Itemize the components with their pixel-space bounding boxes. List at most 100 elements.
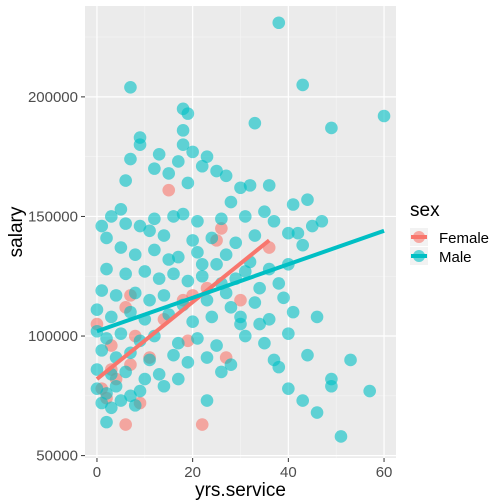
point-male bbox=[200, 150, 214, 163]
point-male bbox=[143, 353, 156, 367]
trend-line-male bbox=[96, 228, 385, 334]
point-male bbox=[344, 353, 357, 367]
point-male bbox=[90, 303, 104, 317]
point-male bbox=[310, 406, 324, 419]
point-male bbox=[128, 286, 142, 300]
point-male bbox=[148, 243, 161, 257]
legend-item-female: Female bbox=[410, 228, 489, 247]
point-male bbox=[152, 272, 166, 285]
point-male bbox=[272, 16, 286, 30]
point-male bbox=[114, 327, 128, 340]
point-male bbox=[234, 310, 247, 324]
point-male bbox=[291, 226, 305, 240]
point-male bbox=[176, 124, 190, 137]
point-male bbox=[334, 430, 348, 443]
point-male bbox=[195, 269, 209, 283]
point-male bbox=[325, 379, 338, 393]
point-male bbox=[128, 248, 142, 262]
point-male bbox=[128, 399, 142, 412]
point-male bbox=[181, 274, 195, 288]
legend: sex Female Male bbox=[410, 200, 489, 266]
point-male bbox=[176, 207, 190, 221]
point-male bbox=[253, 281, 266, 295]
point-male bbox=[219, 169, 233, 183]
point-male bbox=[90, 382, 104, 395]
point-male bbox=[286, 305, 300, 319]
point-male bbox=[124, 389, 137, 403]
y-tick-label: 50000 bbox=[36, 448, 78, 465]
point-male bbox=[162, 253, 176, 266]
point-male bbox=[248, 296, 262, 309]
point-male bbox=[186, 234, 199, 247]
point-male bbox=[363, 384, 376, 398]
point-male bbox=[109, 379, 123, 393]
point-male bbox=[124, 305, 137, 319]
point-male bbox=[282, 226, 295, 240]
y-axis: 50000 100000 150000 200000 bbox=[28, 89, 85, 465]
point-male bbox=[238, 265, 252, 278]
x-tick-label: 40 bbox=[280, 464, 297, 481]
point-male bbox=[224, 358, 238, 372]
x-tick-label: 20 bbox=[184, 464, 201, 481]
point-male bbox=[133, 384, 147, 398]
point-male bbox=[119, 217, 132, 230]
x-tick-label: 60 bbox=[376, 464, 393, 481]
legend-point-female bbox=[413, 231, 425, 243]
point-male bbox=[176, 138, 190, 152]
legend-item-male: Male bbox=[410, 247, 472, 266]
point-male bbox=[119, 174, 132, 187]
point-male bbox=[195, 159, 209, 173]
point-male bbox=[277, 291, 290, 305]
point-male bbox=[191, 246, 204, 259]
point-male bbox=[191, 332, 204, 345]
y-axis-title: salary bbox=[6, 206, 27, 257]
point-male bbox=[267, 214, 281, 228]
y-tick-label: 150000 bbox=[28, 208, 78, 225]
point-male bbox=[210, 257, 223, 271]
point-male bbox=[186, 145, 199, 159]
point-male bbox=[162, 167, 176, 180]
point-male bbox=[172, 336, 185, 350]
point-male bbox=[138, 265, 152, 278]
point-male bbox=[286, 198, 300, 211]
point-male bbox=[148, 212, 161, 226]
point-male bbox=[124, 152, 137, 166]
point-male bbox=[272, 360, 286, 374]
point-male bbox=[310, 310, 324, 324]
point-male bbox=[215, 212, 228, 226]
point-male bbox=[167, 210, 180, 223]
point-female bbox=[234, 293, 247, 307]
point-male bbox=[95, 344, 109, 357]
point-male bbox=[138, 372, 152, 386]
point-male bbox=[238, 210, 252, 223]
point-male bbox=[377, 109, 391, 123]
point-male bbox=[157, 229, 171, 242]
point-male bbox=[172, 250, 185, 264]
point-male bbox=[114, 241, 128, 254]
point-male bbox=[100, 332, 113, 345]
point-male bbox=[210, 164, 223, 178]
point-male bbox=[90, 363, 104, 376]
point-male bbox=[114, 202, 128, 216]
point-male bbox=[105, 401, 118, 415]
point-male bbox=[95, 284, 109, 297]
x-tick-label: 0 bbox=[93, 464, 101, 481]
point-male bbox=[181, 176, 195, 190]
point-male bbox=[95, 396, 109, 410]
point-male bbox=[262, 312, 276, 326]
point-male bbox=[100, 415, 113, 429]
point-female bbox=[181, 334, 195, 348]
point-male bbox=[248, 116, 262, 130]
point-male bbox=[258, 205, 271, 218]
point-male bbox=[119, 267, 132, 281]
point-male bbox=[114, 394, 128, 407]
point-male bbox=[105, 210, 118, 223]
point-female bbox=[162, 183, 176, 197]
point-male bbox=[243, 179, 257, 192]
point-male bbox=[219, 248, 233, 262]
point-male bbox=[148, 162, 161, 175]
point-male bbox=[229, 236, 243, 250]
point-male bbox=[167, 267, 180, 281]
point-male bbox=[186, 315, 199, 328]
